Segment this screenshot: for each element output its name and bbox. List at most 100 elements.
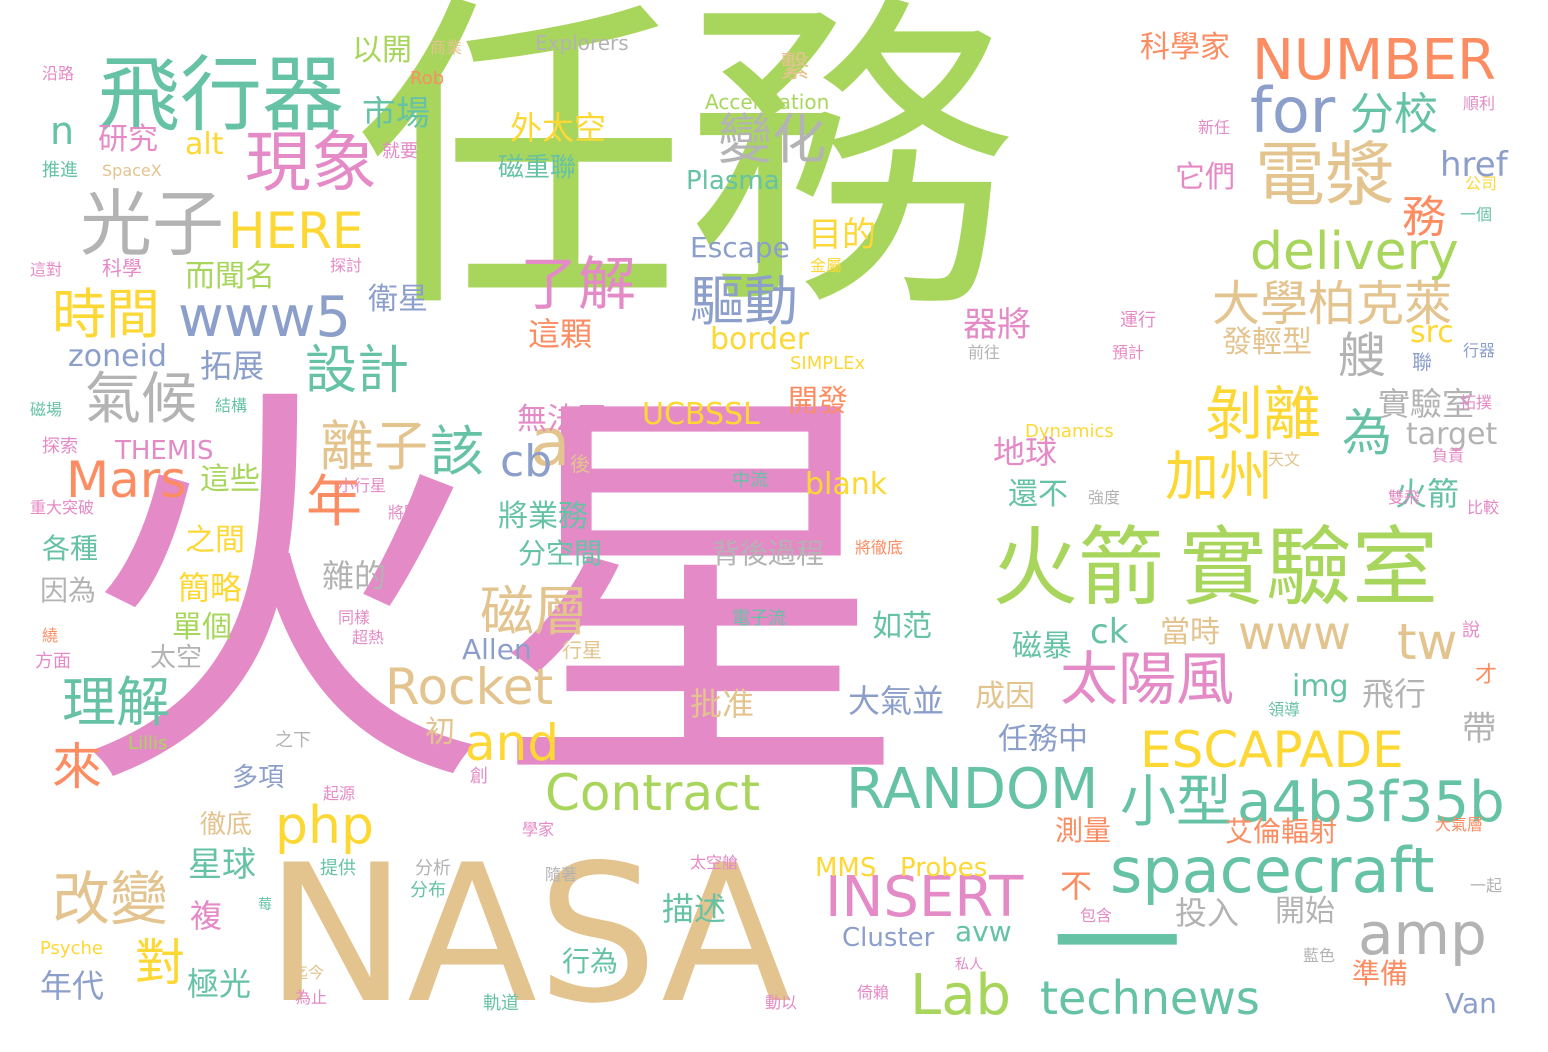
word-cloud-word: 分析 (415, 858, 451, 879)
word-cloud-word: 方面 (35, 651, 71, 672)
word-cloud-word: a (530, 404, 571, 481)
word-cloud-word: 同樣 (338, 608, 371, 627)
word-cloud-word: 開發 (788, 384, 848, 419)
word-cloud-word: 將徹底 (855, 538, 904, 557)
word-cloud-word: 描述 (662, 890, 727, 928)
word-cloud-word: 務 (1402, 192, 1446, 243)
word-cloud-word: 小型 (1120, 770, 1232, 835)
word-cloud-word: 動以 (765, 993, 798, 1012)
word-cloud-word: 一 (1052, 869, 1183, 1021)
word-cloud-word: cb (500, 436, 553, 487)
word-cloud-word: SpaceX (102, 161, 162, 180)
word-cloud-word: 行為 (562, 945, 619, 978)
word-cloud-word: 大學柏克萊 (1212, 276, 1453, 332)
word-cloud-word: 天文 (1268, 450, 1301, 469)
word-cloud-word: 中流 (732, 470, 768, 491)
word-cloud-word: 批准 (690, 685, 755, 723)
word-cloud-word: 離子 (320, 415, 428, 478)
word-cloud-word: www5 (178, 285, 352, 350)
word-cloud-word: 聯 (1412, 350, 1432, 374)
word-cloud-word: Van (1445, 987, 1497, 1020)
word-cloud-word: 極光 (187, 965, 252, 1003)
word-cloud-word: 領導 (1268, 700, 1301, 719)
word-cloud-word: 火箭 (992, 518, 1164, 618)
word-cloud-word: 為 (1342, 404, 1392, 462)
word-cloud-word: a4b3f35b (1237, 770, 1505, 835)
word-cloud-word: 這些 (200, 462, 260, 497)
word-cloud-word: 結構 (215, 396, 248, 415)
word-cloud-word: 徹底 (200, 810, 253, 840)
word-cloud-word: 市場 (362, 94, 430, 134)
word-cloud-word: ESCAPADE (1140, 721, 1404, 779)
word-cloud-word: MMS (815, 853, 877, 883)
word-cloud-word: 太空艙 (690, 853, 739, 872)
word-cloud-word: 艾倫輻射 (1225, 815, 1338, 848)
word-cloud-word: 大氣並 (848, 682, 945, 720)
word-cloud-word: spacecraft (1110, 834, 1435, 907)
word-cloud-word: alt (185, 127, 224, 162)
word-cloud-word: Escape (690, 231, 790, 264)
word-cloud-word: 不 (1060, 867, 1093, 905)
word-cloud-word: 磁暴 (1012, 629, 1072, 664)
word-cloud-word: 各種 (42, 532, 99, 565)
word-cloud-word: 隨著 (545, 865, 578, 884)
word-cloud-word: 地球 (993, 433, 1058, 471)
word-cloud-word: 理解 (62, 671, 170, 734)
word-cloud-word: 倚賴 (857, 983, 890, 1002)
word-cloud-word: 後 (570, 452, 590, 476)
word-cloud-word: 開始 (1275, 894, 1335, 929)
word-cloud-word: Plasma (686, 166, 780, 196)
word-cloud-word: delivery (1250, 222, 1459, 282)
word-cloud-word: 科學家 (1140, 30, 1230, 65)
word-cloud-word: 多項 (232, 763, 285, 793)
word-cloud-word: 投入 (1175, 894, 1240, 932)
word-cloud-word: 這對 (30, 260, 63, 279)
word-cloud-word: 因為 (40, 574, 97, 607)
word-cloud-word: 超熱 (352, 628, 385, 647)
word-cloud-word: Rocket (385, 658, 554, 716)
word-cloud-word: 前往 (968, 343, 1001, 362)
word-cloud-word: 初 (425, 715, 455, 750)
word-cloud-word: 以開 (352, 33, 412, 68)
word-cloud-word: 飛行器 (98, 48, 345, 143)
word-cloud-word: 分布 (410, 880, 446, 901)
word-cloud-word: 實驗室 (1180, 518, 1438, 618)
word-cloud-word: href (1440, 145, 1508, 185)
word-cloud-word: 加州 (1165, 445, 1273, 508)
word-cloud-word: 剝離 (1205, 380, 1322, 448)
word-cloud-word: 行星 (562, 638, 602, 662)
word-cloud-word: and (465, 714, 560, 772)
word-cloud-word: 電子流 (732, 608, 786, 629)
word-cloud-word: 一起 (1470, 876, 1503, 895)
word-cloud-word: Allen (462, 633, 532, 666)
word-cloud-word: 行器 (1463, 341, 1496, 360)
word-cloud-word: 而聞名 (185, 259, 275, 294)
word-cloud-word: 沿路 (42, 64, 75, 83)
word-cloud-word: Explorers (535, 31, 629, 55)
word-cloud-word: THEMIS (115, 436, 214, 466)
word-cloud-word: 雙飛 (1388, 488, 1421, 507)
word-cloud-word: 外太空 (510, 109, 607, 147)
word-cloud-word: 艘 (1338, 328, 1387, 384)
word-cloud-word: 公司 (1465, 174, 1498, 193)
word-cloud-word: 器將 (963, 305, 1031, 345)
word-cloud-word: Contract (545, 764, 761, 822)
word-cloud-word: 年代 (40, 967, 105, 1005)
word-cloud-word: zoneid (68, 339, 167, 374)
word-cloud-word: 簡略 (178, 569, 243, 607)
word-cloud-word: 背後過程 (712, 537, 825, 570)
word-cloud-word: 探討 (330, 256, 363, 275)
word-cloud-word: 該 (430, 420, 484, 483)
word-cloud-word: 之下 (275, 730, 311, 751)
word-cloud-word: ck (1090, 612, 1129, 652)
word-cloud-word: 年 (306, 470, 362, 535)
word-cloud-word: 雜的 (322, 557, 387, 595)
word-cloud-word: 金屬 (810, 256, 843, 275)
word-cloud-word: 創 (470, 766, 488, 787)
word-cloud-word: 無法區 (517, 402, 607, 437)
word-cloud-word: 為止 (295, 988, 328, 1007)
word-cloud-word: 這顆 (528, 315, 593, 353)
word-cloud-word: 包含 (1080, 906, 1113, 925)
word-cloud-word: 驅動 (690, 270, 798, 333)
word-cloud-word: 研究 (98, 122, 158, 157)
